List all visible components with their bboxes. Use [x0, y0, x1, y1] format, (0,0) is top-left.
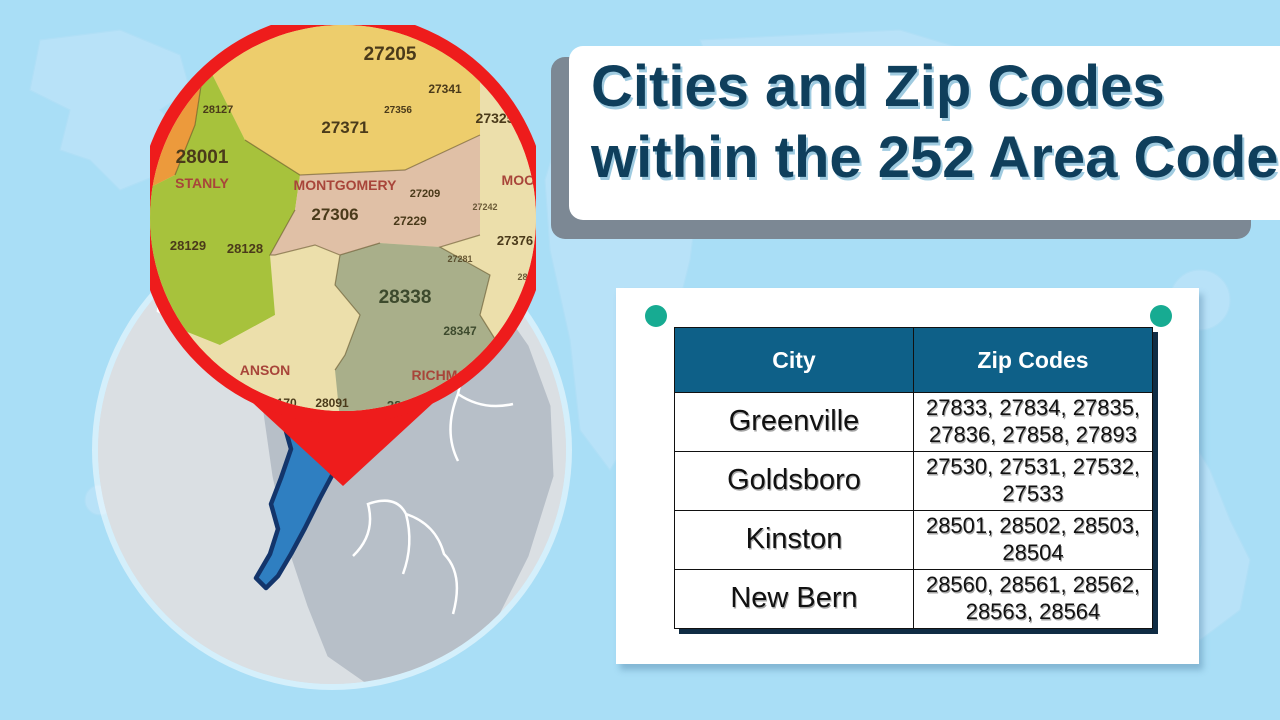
svg-text:27242: 27242: [472, 202, 497, 212]
svg-text:28127: 28127: [203, 104, 234, 116]
svg-text:27376: 27376: [497, 233, 533, 248]
svg-text:27371: 27371: [321, 118, 368, 137]
svg-text:28129: 28129: [170, 238, 206, 253]
svg-text:MOORE: MOORE: [502, 172, 536, 188]
svg-text:28347: 28347: [443, 324, 477, 338]
svg-text:27281: 27281: [447, 254, 472, 264]
svg-text:28091: 28091: [315, 396, 349, 410]
svg-text:27209: 27209: [410, 188, 441, 200]
svg-text:STANLY: STANLY: [175, 175, 229, 191]
svg-text:27341: 27341: [428, 82, 462, 96]
svg-text:27356: 27356: [384, 105, 412, 116]
svg-text:ANSON: ANSON: [240, 362, 291, 378]
svg-text:28338: 28338: [379, 287, 432, 308]
svg-text:MONTGOMERY: MONTGOMERY: [294, 177, 398, 193]
svg-text:28128: 28128: [227, 241, 263, 256]
svg-text:27229: 27229: [393, 214, 427, 228]
svg-text:27306: 27306: [311, 205, 358, 224]
svg-text:28001: 28001: [176, 147, 229, 168]
svg-text:27205: 27205: [364, 44, 417, 65]
svg-text:28135: 28135: [211, 396, 245, 410]
